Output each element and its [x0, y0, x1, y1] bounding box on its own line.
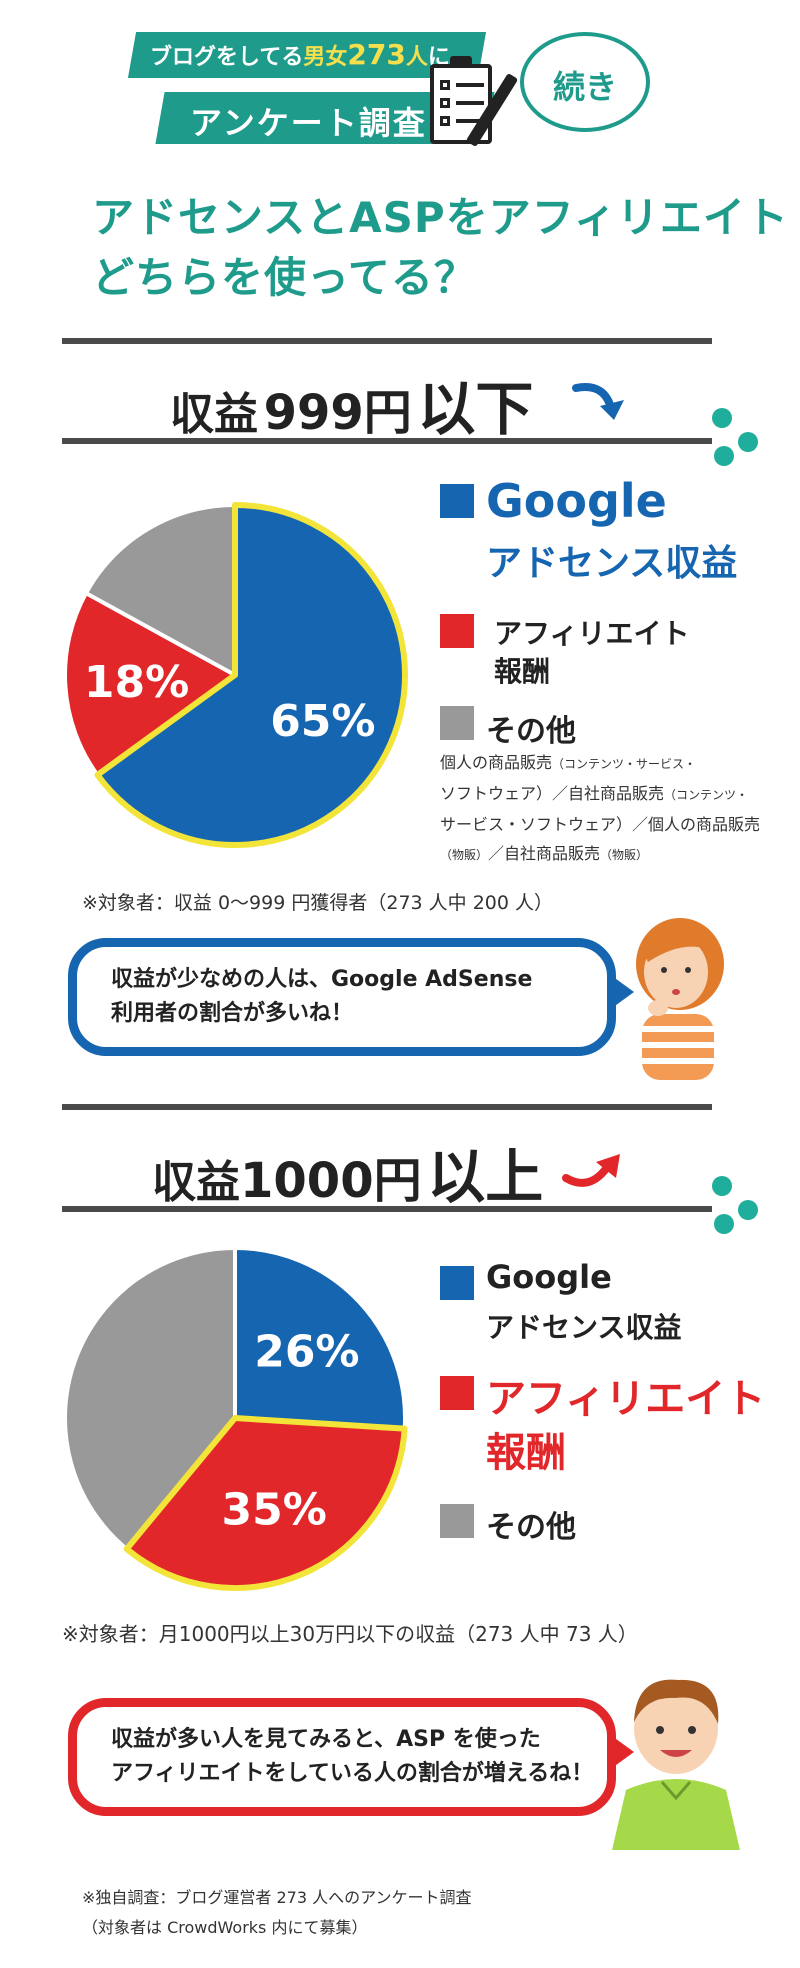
- comment-1-line-2: 利用者の割合が多いね！: [111, 1001, 354, 1026]
- legend-other-label: その他: [486, 714, 576, 749]
- decor-dot: [738, 432, 758, 452]
- section1-title-b: 999円: [263, 385, 412, 441]
- legend-swatch-google-2: [440, 1266, 474, 1300]
- legend-google-label-1: Google: [486, 474, 667, 528]
- decor-dot: [712, 1176, 732, 1196]
- section1-rule-top: [62, 338, 712, 344]
- woman-thinking-icon: [636, 918, 724, 1080]
- comment-2-line-2: アフィリエイトをしている人の割合が増えるね！: [111, 1761, 594, 1786]
- section1-rule-bottom: [62, 438, 712, 444]
- section1-target-note: ※対象者：収益 0〜999 円獲得者（273 人中 200 人）: [82, 892, 554, 914]
- pie-data-label: 35%: [221, 1484, 326, 1535]
- banner-text-ni: に: [427, 45, 450, 70]
- note-text: （物販）: [600, 848, 649, 862]
- pie-slice-affiliate: [63, 590, 239, 778]
- footer-line-2: （対象者は CrowdWorks 内にて募集）: [82, 1918, 368, 1937]
- arrow-up-icon: [562, 1154, 620, 1187]
- banner-line-2: アンケート調査: [190, 104, 427, 142]
- question-line-2: どちらを使ってる？: [92, 253, 477, 302]
- man-smiling-icon: [612, 1679, 740, 1850]
- pie-data-label: 65%: [270, 696, 375, 747]
- bubble-tail: [612, 976, 634, 1008]
- pie-chart-high-income: 26% 35%: [63, 1245, 408, 1591]
- section2-rule-bottom: [62, 1206, 712, 1212]
- comment-bubble-1: 収益が少なめの人は、Google AdSense 利用者の割合が多いね！: [68, 938, 616, 1056]
- pie-slice-google: [233, 1245, 407, 1431]
- legend-swatch-affiliate: [440, 614, 474, 648]
- continued-bubble: 続き: [520, 32, 650, 132]
- decor-dot: [714, 446, 734, 466]
- legend-swatch-affiliate-2: [440, 1376, 474, 1410]
- bubble-tail: [612, 1736, 634, 1768]
- banner-text-gender: 男女: [303, 45, 348, 70]
- note-text: ／自社商品販売: [488, 844, 601, 863]
- legend-affiliate-label-1: アフィリエイト: [494, 617, 690, 650]
- other-category-note: 個人の商品販売（コンテンツ・サービス・ ソフトウェア）／自社商品販売（コンテンツ…: [440, 748, 780, 870]
- legend-affiliate-label-2: 報酬: [494, 655, 551, 688]
- section2-rule-top: [62, 1104, 712, 1110]
- pie-slice-google: [94, 502, 408, 848]
- pie-slice-other: [83, 502, 237, 679]
- legend-swatch-other-2: [440, 1504, 474, 1538]
- pie-chart-low-income: 65% 18%: [63, 502, 408, 848]
- section2-title-b: 1000円: [240, 1153, 422, 1209]
- section2-title: 収益1000円 以上: [152, 1130, 543, 1214]
- note-text: 個人の商品販売: [440, 753, 553, 772]
- decor-dot: [712, 408, 732, 428]
- banner-text-people: 人: [405, 45, 428, 70]
- section1-title-a: 収益: [170, 389, 258, 440]
- pie-data-label: 18%: [84, 657, 189, 708]
- note-text: （コンテンツ・: [664, 788, 749, 802]
- pie-slice-affiliate: [123, 1415, 408, 1591]
- decor-dot: [738, 1200, 758, 1220]
- comment-bubble-2: 収益が多い人を見てみると、ASP を使った アフィリエイトをしている人の割合が増…: [68, 1698, 616, 1816]
- decor-dot: [714, 1214, 734, 1234]
- section1-title: 収益 999円 以下: [170, 362, 533, 446]
- section2-title-c: 以上: [427, 1143, 544, 1211]
- legend-swatch-google: [440, 484, 474, 518]
- footer-line-1: ※独自調査：ブログ運営者 273 人へのアンケート調査: [82, 1888, 472, 1907]
- pie-data-label: 26%: [254, 1327, 359, 1378]
- note-text: （コンテンツ・サービス・: [552, 757, 697, 771]
- section2-title-a: 収益: [152, 1157, 240, 1208]
- legend2-google-label-1: Google: [486, 1258, 612, 1296]
- legend2-affiliate-label-1: アフィリエイト: [486, 1376, 766, 1422]
- comment-1-line-1: 収益が少なめの人は、Google AdSense: [111, 967, 533, 992]
- continued-label: 続き: [552, 68, 617, 106]
- section2-target-note: ※対象者：月1000円以上30万円以下の収益（273 人中 73 人）: [62, 1622, 638, 1646]
- arrow-down-icon: [572, 383, 624, 420]
- legend-swatch-other: [440, 706, 474, 740]
- comment-2-line-1: 収益が多い人を見てみると、ASP を使った: [111, 1727, 541, 1752]
- note-text: （物販）: [440, 848, 489, 862]
- banner-text-blog: ブログをしてる: [150, 45, 304, 70]
- banner-line-1: ブログをしてる男女273人に: [150, 38, 450, 71]
- section1-title-c: 以下: [417, 375, 534, 443]
- pie-slice-other: [63, 1245, 237, 1552]
- legend2-affiliate-label-2: 報酬: [486, 1430, 566, 1476]
- legend2-google-label-2: アドセンス収益: [486, 1311, 682, 1344]
- legend-google-label-2: アドセンス収益: [486, 543, 738, 584]
- banner-text-count: 273: [347, 38, 406, 71]
- legend2-other-label: その他: [486, 1510, 576, 1545]
- note-text: サービス・ソフトウェア）／個人の商品販売: [440, 815, 761, 834]
- question-line-1: アドセンスとASPをアフィリエイト: [92, 193, 789, 242]
- note-text: ソフトウェア）／自社商品販売: [440, 784, 665, 803]
